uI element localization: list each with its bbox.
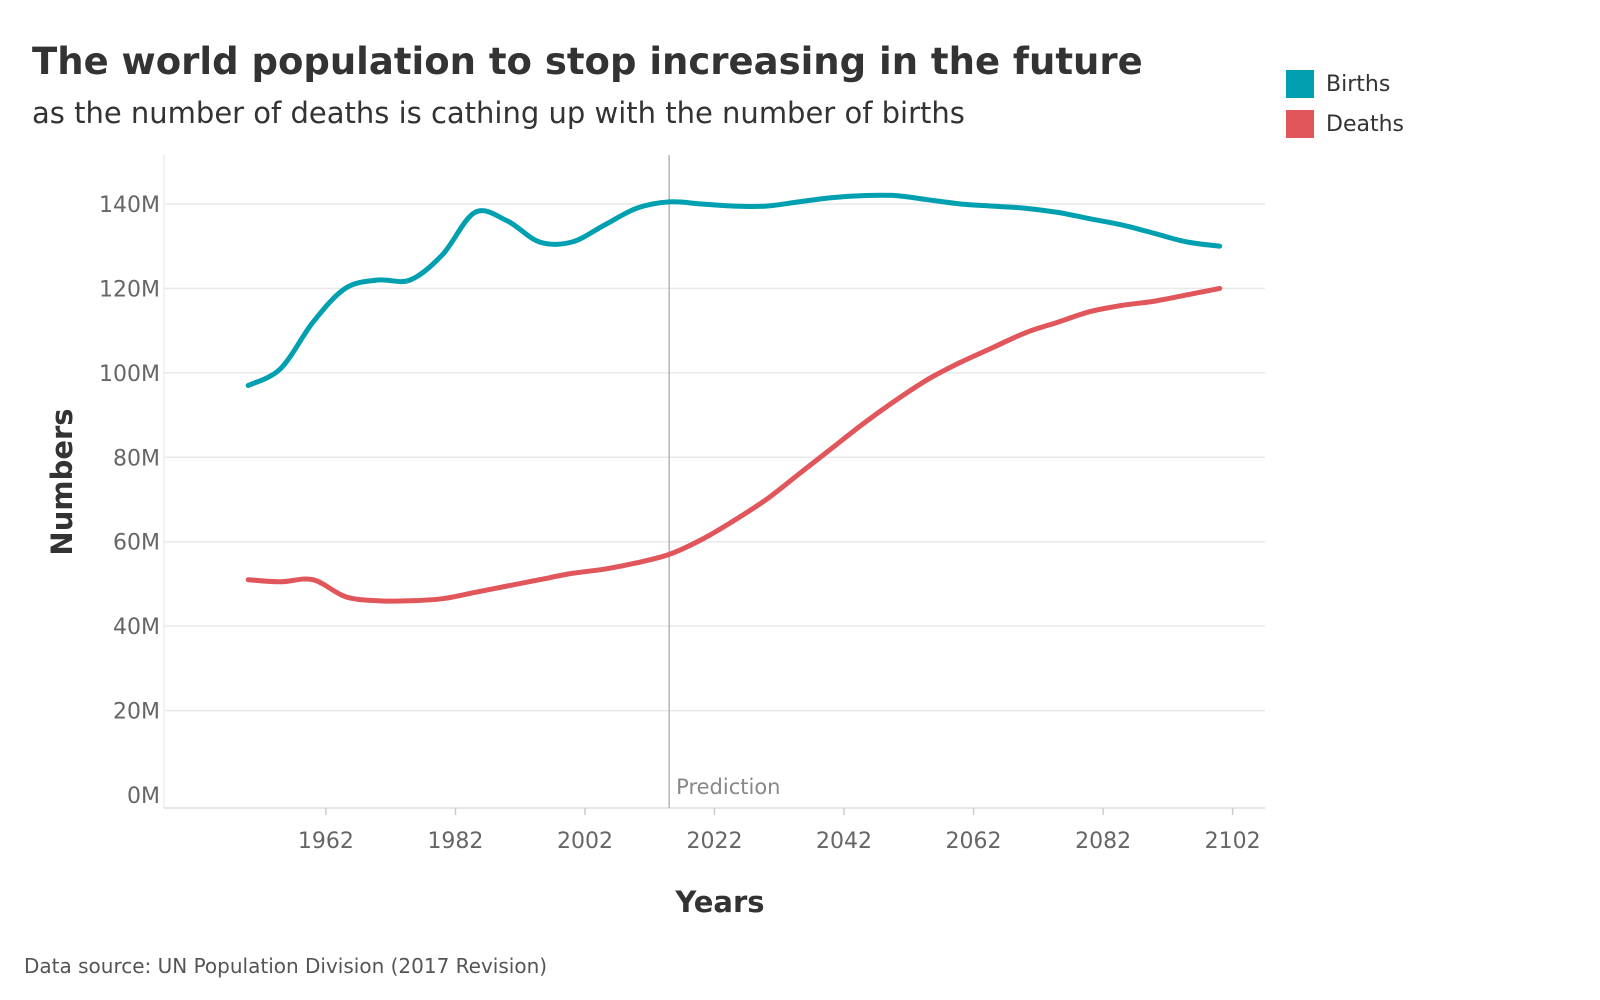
x-tick-label-2042: 2042 bbox=[816, 829, 872, 854]
x-axis: 1962 1982 2002 2022 2042 2062 2082 2102 bbox=[164, 807, 1265, 854]
y-axis-ticks: 0M 20M 40M 60M 80M 100M 120M 140M bbox=[99, 193, 160, 809]
legend-label-deaths: Deaths bbox=[1326, 111, 1404, 137]
chart-title: The world population to stop increasing … bbox=[32, 40, 1143, 83]
y-tick-label-60: 60M bbox=[113, 531, 160, 556]
x-tick-label-2002: 2002 bbox=[557, 829, 613, 854]
x-tick-label-1962: 1962 bbox=[298, 829, 354, 854]
x-tick-label-1982: 1982 bbox=[427, 829, 483, 854]
legend: Births Deaths bbox=[1286, 64, 1404, 144]
x-axis-title: Years bbox=[674, 885, 764, 919]
y-axis-title: Numbers bbox=[45, 408, 79, 555]
series-lines bbox=[245, 192, 1223, 604]
series-line-deaths bbox=[245, 285, 1223, 604]
data-source-note: Data source: UN Population Division (201… bbox=[24, 954, 548, 978]
y-tick-label-140: 140M bbox=[99, 193, 160, 218]
y-tick-label-120: 120M bbox=[99, 277, 160, 302]
prediction-label: Prediction bbox=[676, 775, 780, 799]
legend-item-deaths[interactable]: Deaths bbox=[1286, 104, 1404, 144]
x-tick-label-2022: 2022 bbox=[687, 829, 743, 854]
x-tick-label-2102: 2102 bbox=[1205, 829, 1261, 854]
y-tick-label-80: 80M bbox=[113, 446, 160, 471]
legend-swatch-births bbox=[1286, 70, 1314, 98]
series-line-births bbox=[245, 192, 1223, 388]
chart-subtitle: as the number of deaths is cathing up wi… bbox=[32, 96, 965, 130]
grid-lines bbox=[163, 155, 1265, 808]
y-tick-label-100: 100M bbox=[99, 362, 160, 387]
y-tick-label-40: 40M bbox=[113, 615, 160, 640]
legend-swatch-deaths bbox=[1286, 110, 1314, 138]
y-tick-label-20: 20M bbox=[113, 700, 160, 725]
y-tick-label-0: 0M bbox=[127, 784, 160, 809]
prediction-annotation: Prediction bbox=[668, 155, 780, 808]
legend-label-births: Births bbox=[1326, 71, 1391, 97]
x-tick-label-2062: 2062 bbox=[946, 829, 1002, 854]
x-tick-label-2082: 2082 bbox=[1075, 829, 1131, 854]
legend-item-births[interactable]: Births bbox=[1286, 64, 1404, 104]
